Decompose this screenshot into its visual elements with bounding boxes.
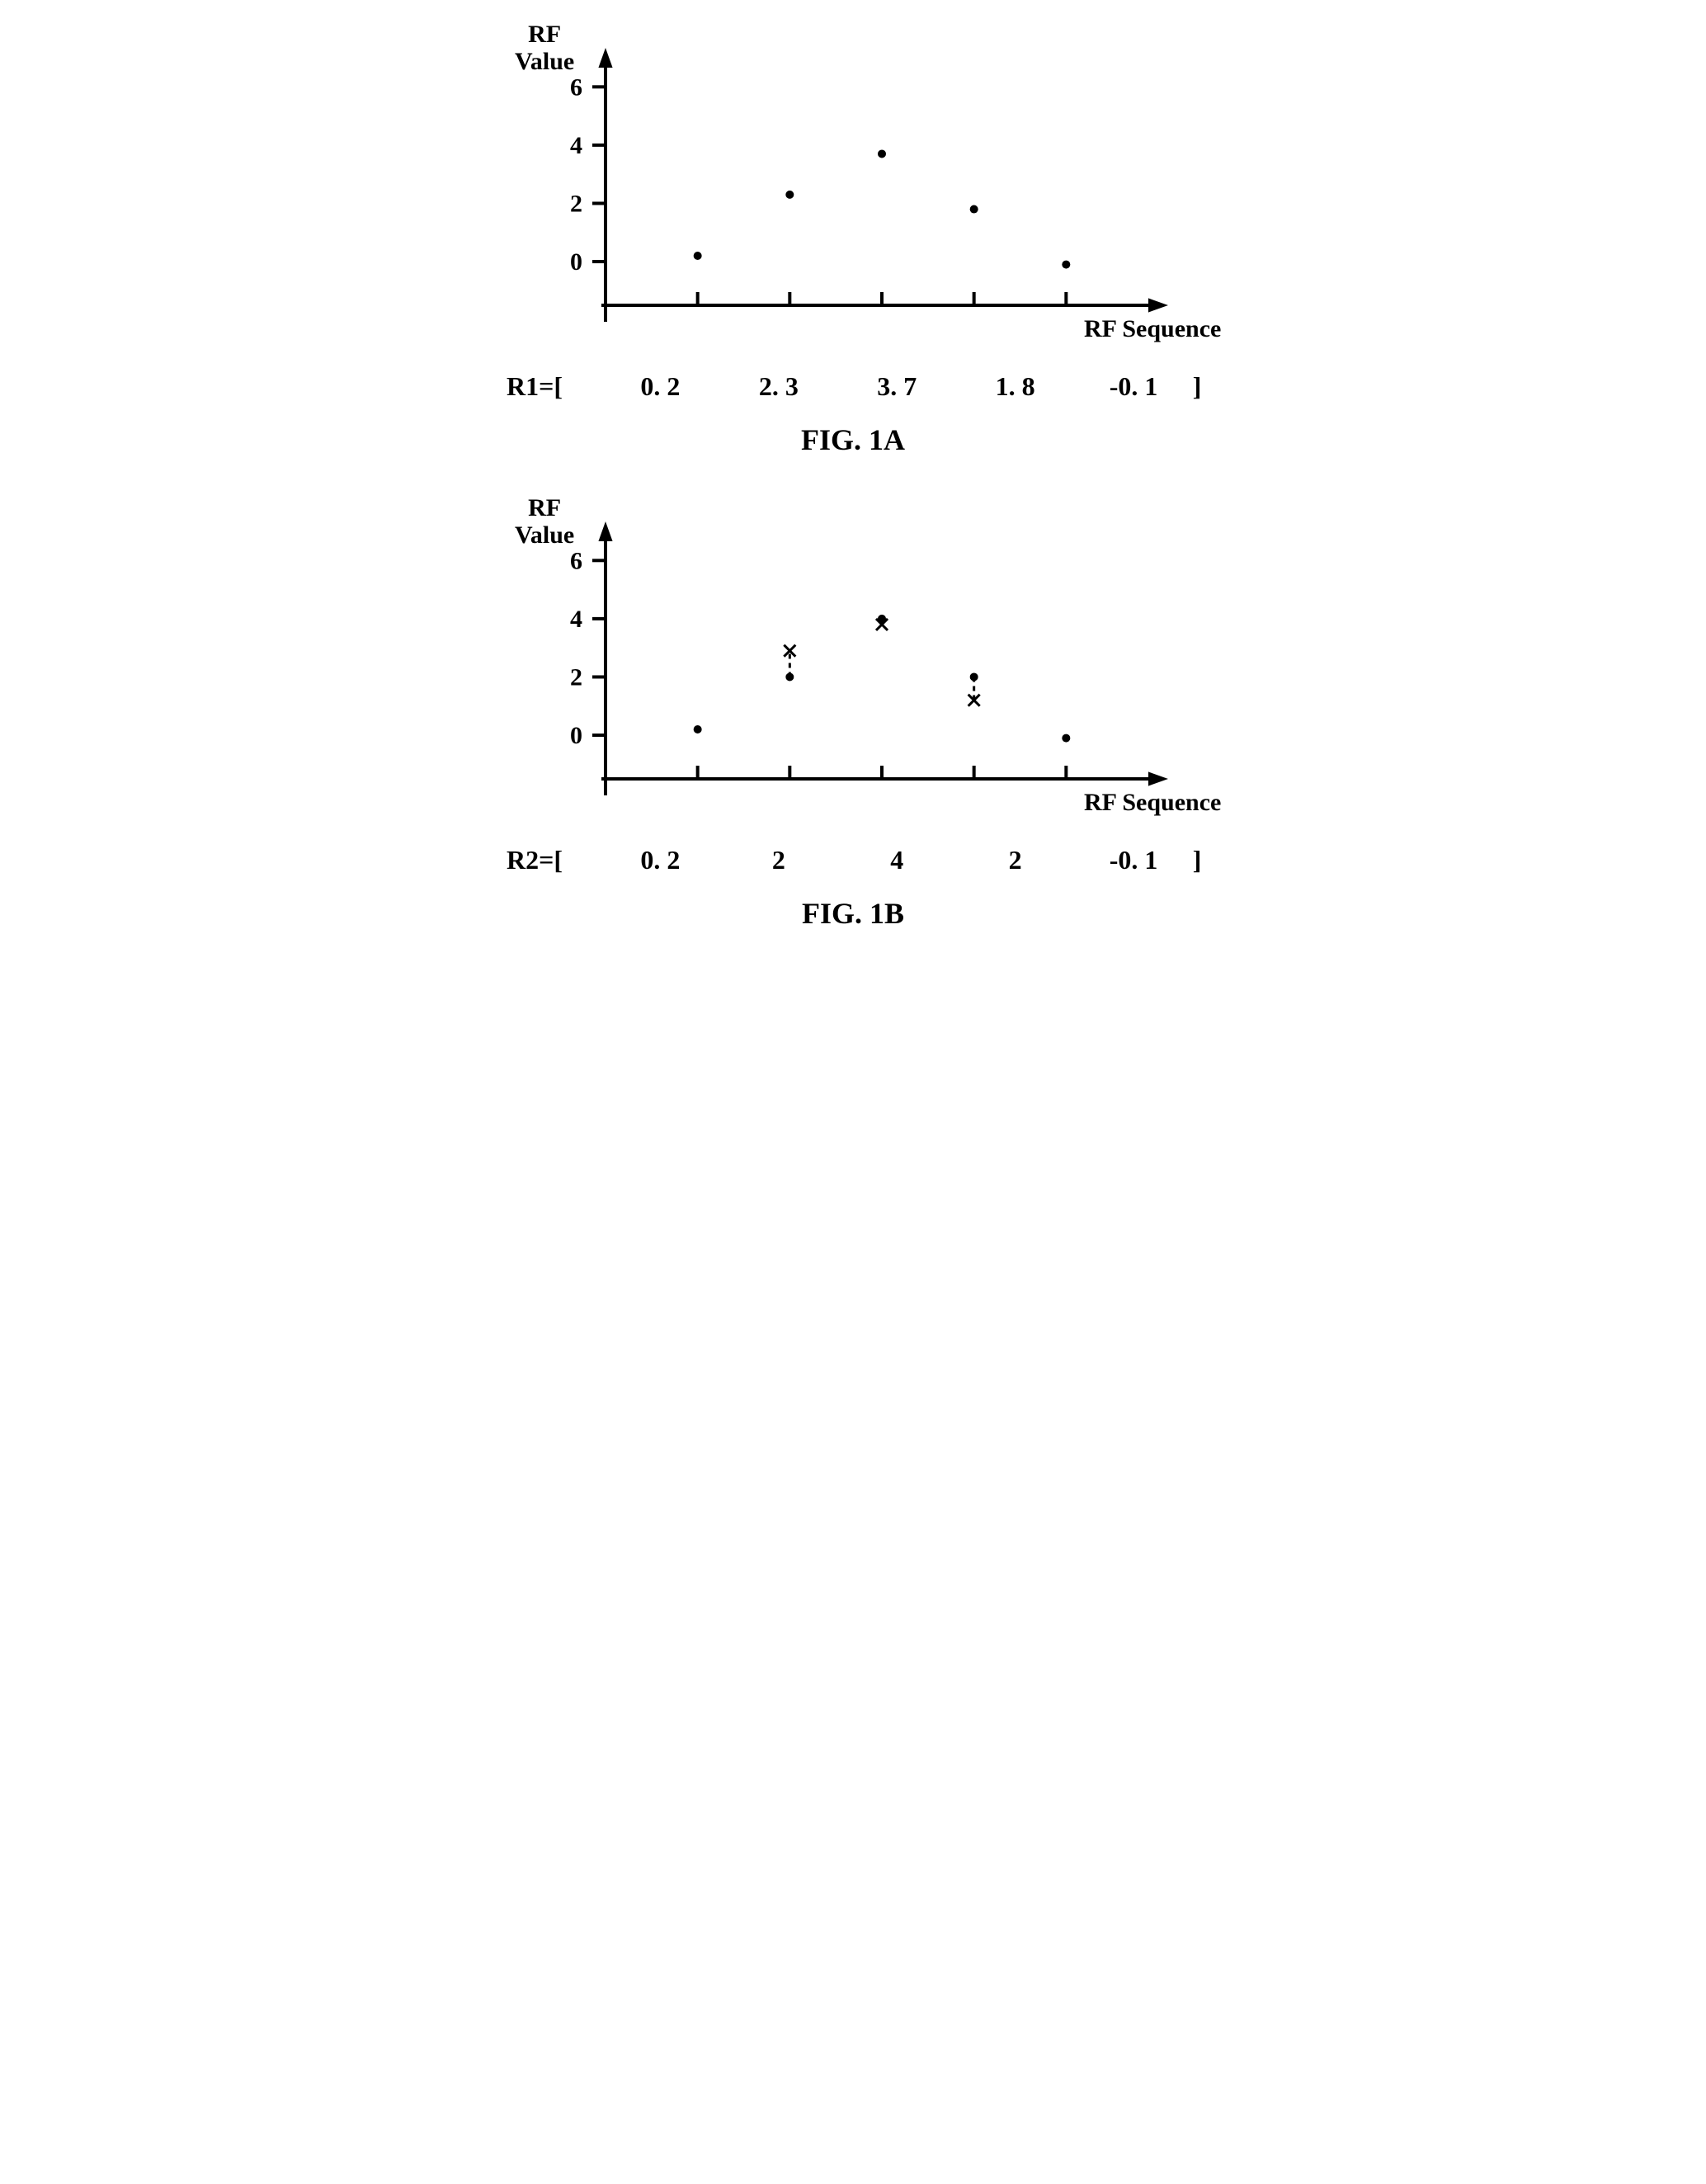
data-point-dot: [1062, 734, 1070, 743]
array-value: 3. 7: [838, 371, 956, 402]
y-tick-label: 2: [570, 190, 582, 217]
data-point-dot: [970, 672, 978, 681]
data-point-dot: [785, 672, 794, 681]
y-tick-label: 6: [570, 73, 582, 101]
figure-fig1b: RFValue0246RF SequenceR2=[0. 2242-0. 1]F…: [482, 507, 1224, 931]
figure-caption: FIG. 1B: [482, 896, 1224, 931]
data-array-row: R1=[0. 22. 33. 71. 8-0. 1]: [482, 371, 1224, 402]
data-point-dot: [878, 149, 886, 158]
chart-svg: 0 2 4 6: [482, 33, 1224, 347]
x-axis-label: RF Sequence: [1084, 789, 1221, 817]
y-tick-label: 0: [570, 722, 582, 749]
y-tick-label: 4: [570, 606, 582, 633]
array-value: -0. 1: [1074, 371, 1192, 402]
array-suffix: ]: [1193, 371, 1224, 402]
array-suffix: ]: [1193, 845, 1224, 875]
y-tick-label: 6: [570, 547, 582, 574]
array-value: 0. 2: [601, 845, 719, 875]
chart-svg: 0 2 4 6: [482, 507, 1224, 820]
y-axis-arrow: [598, 521, 612, 541]
data-point-dot: [785, 191, 794, 199]
y-axis-arrow: [598, 48, 612, 68]
array-value: 2: [956, 845, 1074, 875]
figure-caption: FIG. 1A: [482, 422, 1224, 457]
array-value: 4: [838, 845, 956, 875]
data-point-dot: [694, 725, 702, 734]
array-prefix: R2=[: [507, 845, 601, 875]
chart-area: RFValue0246RF Sequence: [482, 33, 1224, 347]
data-point-dot: [970, 205, 978, 214]
data-point-dot: [1062, 261, 1070, 269]
data-array-row: R2=[0. 2242-0. 1]: [482, 845, 1224, 875]
x-axis-label: RF Sequence: [1084, 315, 1221, 343]
y-tick-label: 2: [570, 663, 582, 691]
data-point-dot: [694, 252, 702, 260]
array-value: 0. 2: [601, 371, 719, 402]
x-axis-arrow: [1148, 298, 1168, 312]
array-prefix: R1=[: [507, 371, 601, 402]
figure-fig1a: RFValue0246RF SequenceR1=[0. 22. 33. 71.…: [482, 33, 1224, 457]
y-tick-label: 4: [570, 132, 582, 159]
array-value: 1. 8: [956, 371, 1074, 402]
y-tick-label: 0: [570, 248, 582, 276]
array-value: -0. 1: [1074, 845, 1192, 875]
array-value: 2: [719, 845, 837, 875]
array-value: 2. 3: [719, 371, 837, 402]
x-axis-arrow: [1148, 771, 1168, 785]
chart-area: RFValue0246RF Sequence: [482, 507, 1224, 820]
